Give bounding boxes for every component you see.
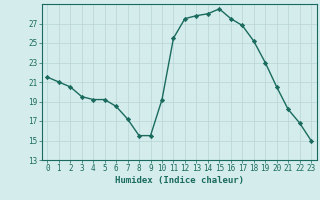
X-axis label: Humidex (Indice chaleur): Humidex (Indice chaleur) xyxy=(115,176,244,185)
